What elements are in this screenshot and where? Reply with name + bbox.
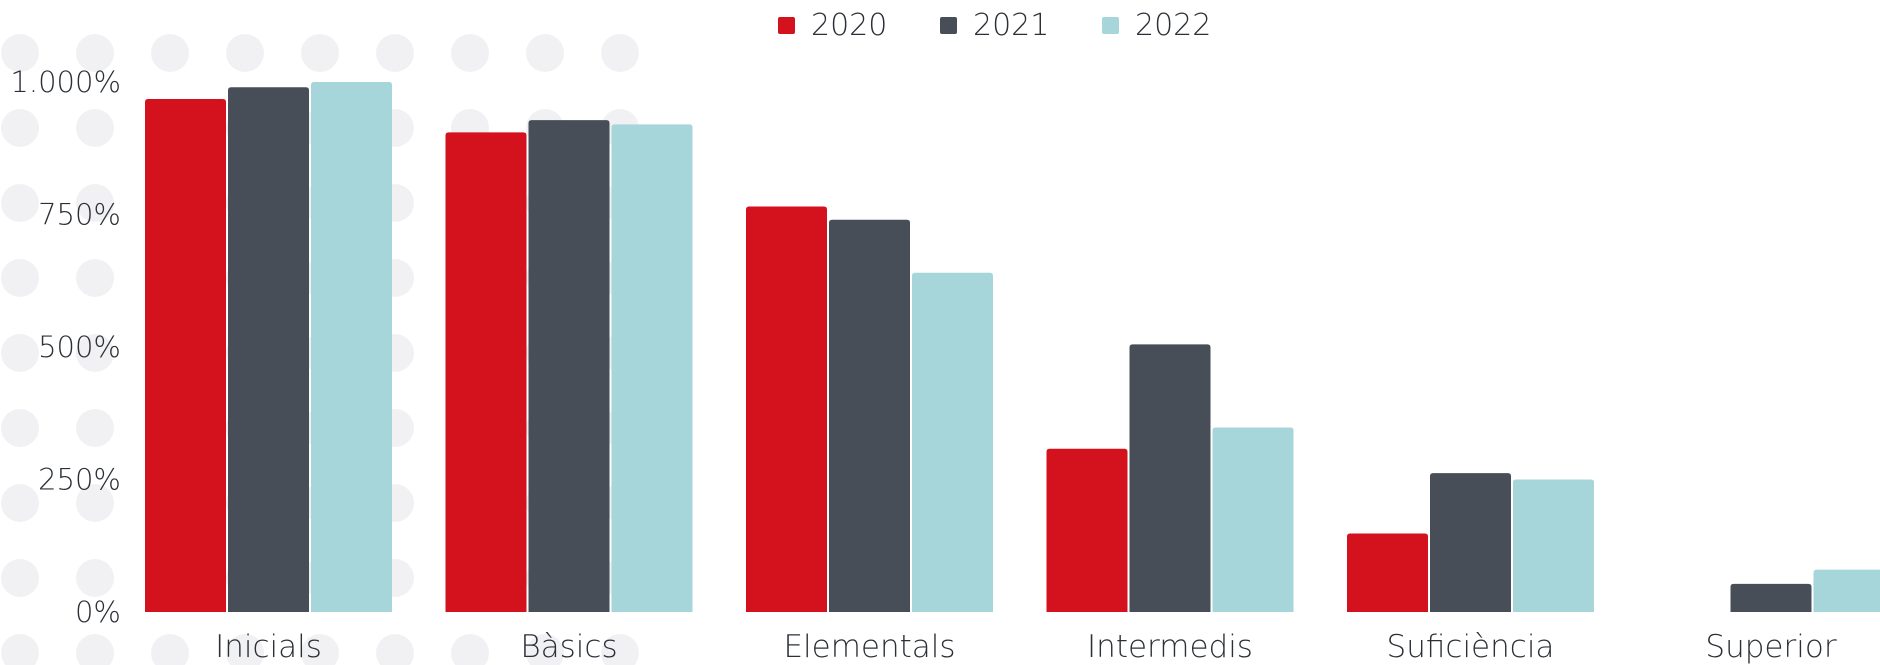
bar-2022-bàsics	[611, 124, 693, 613]
background-dot	[76, 334, 114, 372]
background-dot	[76, 109, 114, 147]
legend-item-2021: 2021	[940, 8, 1049, 43]
background-dot	[1, 184, 39, 222]
background-dot	[301, 34, 339, 72]
bar-2021-suficiència	[1430, 473, 1511, 612]
legend-swatch-2020	[778, 17, 795, 34]
background-dot	[526, 34, 564, 72]
background-dot	[451, 634, 489, 665]
background-dot	[451, 34, 489, 72]
bar-2020-bàsics	[445, 132, 527, 612]
bar-2020-elementals	[746, 206, 827, 613]
legend-swatch-2021	[940, 17, 957, 34]
background-dot	[76, 259, 114, 297]
background-dot	[151, 34, 189, 72]
legend-label-2021: 2021	[973, 8, 1050, 43]
background-dot	[301, 634, 339, 665]
legend-label-2020: 2020	[811, 8, 888, 43]
y-axis: 0% 250% 500% 750% 1.000%	[10, 65, 121, 629]
bar-2022-superior	[1813, 569, 1880, 612]
bar-2022-intermedis	[1212, 427, 1294, 612]
legend-item-2020: 2020	[778, 8, 887, 43]
background-dot	[226, 34, 264, 72]
background-dot	[1, 34, 39, 72]
x-tick-label: Elementals	[783, 629, 955, 665]
legend-item-2022: 2022	[1102, 8, 1211, 43]
y-tick-label: 750%	[38, 198, 121, 232]
background-dot	[151, 634, 189, 665]
background-dot	[76, 634, 114, 665]
bar-2020-intermedis	[1046, 448, 1128, 612]
background-dot	[1, 484, 39, 522]
background-dot	[76, 34, 114, 72]
legend-label-2022: 2022	[1135, 8, 1212, 43]
background-dot	[1, 259, 39, 297]
background-dot	[1, 409, 39, 447]
bar-2021-inicials	[228, 87, 309, 613]
x-tick-label: Superior	[1705, 629, 1836, 665]
bar-2020-suficiència	[1347, 533, 1428, 612]
x-tick-label: Suficiència	[1387, 629, 1555, 665]
background-dot	[1, 559, 39, 597]
bar-2022-inicials	[311, 82, 392, 612]
bar-2021-bàsics	[528, 120, 610, 612]
x-axis: Inicials Bàsics Elementals Intermedis Sufici…	[215, 629, 1837, 665]
x-tick-label: Intermedis	[1087, 629, 1253, 665]
legend-swatch-2022	[1102, 17, 1119, 34]
y-tick-label: 0%	[75, 595, 121, 629]
background-dot	[226, 634, 264, 665]
x-tick-label: Bàsics	[520, 629, 617, 665]
background-dot	[76, 409, 114, 447]
background-dot	[76, 484, 114, 522]
background-dot	[1, 109, 39, 147]
bar-2022-suficiència	[1513, 479, 1594, 612]
background-dot	[526, 634, 564, 665]
background-dot	[376, 34, 414, 72]
y-tick-label: 500%	[38, 330, 121, 364]
background-dot	[76, 184, 114, 222]
y-tick-label: 250%	[38, 463, 121, 497]
background-dot	[76, 559, 114, 597]
bar-2021-elementals	[829, 219, 910, 613]
background-dot	[601, 634, 639, 665]
background-dot	[601, 34, 639, 72]
background-dot	[1, 334, 39, 372]
bar-2020-inicials	[145, 98, 226, 612]
background-dot	[376, 634, 414, 665]
x-tick-label: Inicials	[215, 629, 322, 665]
background-dot	[1, 634, 39, 665]
y-tick-label: 1.000%	[10, 65, 121, 99]
bar-2021-superior	[1730, 583, 1812, 612]
bars	[145, 82, 1880, 613]
bar-2021-intermedis	[1129, 344, 1211, 612]
bar-2022-elementals	[912, 272, 993, 612]
